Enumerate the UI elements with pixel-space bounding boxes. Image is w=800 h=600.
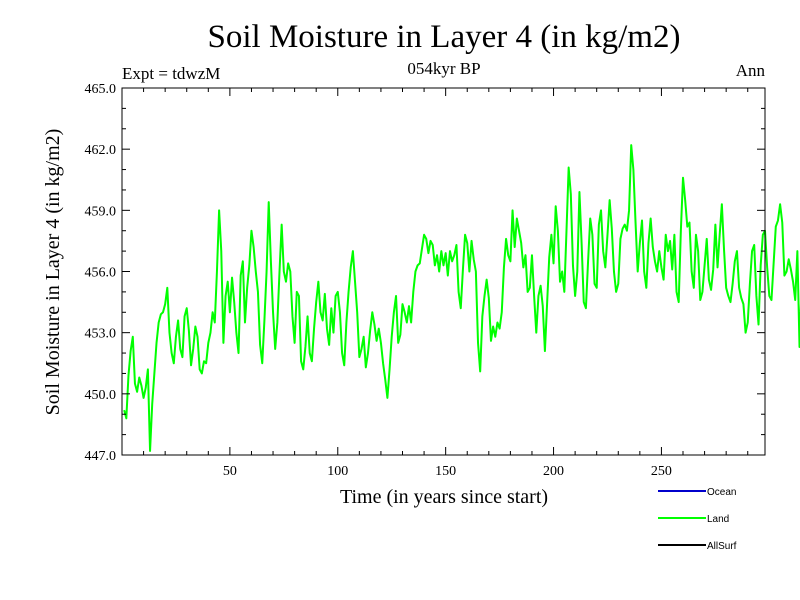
y-tick-label: 450.0	[85, 388, 117, 403]
y-tick-label: 447.0	[85, 449, 117, 464]
y-tick-label: 453.0	[85, 327, 117, 342]
experiment-label: Expt = tdwzM	[122, 64, 220, 83]
chart-title: Soil Moisture in Layer 4 (in kg/m2)	[208, 19, 681, 55]
y-tick-label: 456.0	[85, 266, 117, 281]
x-tick-label: 250	[651, 464, 672, 479]
y-axis-label: Soil Moisture in Layer 4 (in kg/m2)	[42, 129, 64, 416]
legend-label-allsurf: AllSurf	[707, 541, 737, 552]
x-tick-label: 100	[327, 464, 348, 479]
series-line-land	[123, 144, 800, 452]
legend-label-ocean: Ocean	[707, 487, 736, 498]
legend-label-land: Land	[707, 514, 729, 525]
x-tick-label: 150	[435, 464, 456, 479]
series-layer	[123, 144, 800, 452]
season-label: Ann	[736, 61, 766, 80]
plot-frame	[121, 87, 766, 456]
chart-subtitle: 054kyr BP	[407, 59, 480, 78]
tick-layer: 50 100 150 200 250 447.0 450.0 453.0 456.0 459.0 4…	[85, 82, 765, 479]
y-tick-label: 459.0	[85, 204, 117, 219]
y-tick-label: 465.0	[85, 82, 117, 97]
x-tick-label: 200	[543, 464, 564, 479]
x-tick-label: 50	[223, 464, 237, 479]
y-tick-label: 462.0	[85, 143, 117, 158]
x-axis-label: Time (in years since start)	[340, 486, 548, 508]
legend: Ocean Land AllSurf	[658, 487, 737, 552]
